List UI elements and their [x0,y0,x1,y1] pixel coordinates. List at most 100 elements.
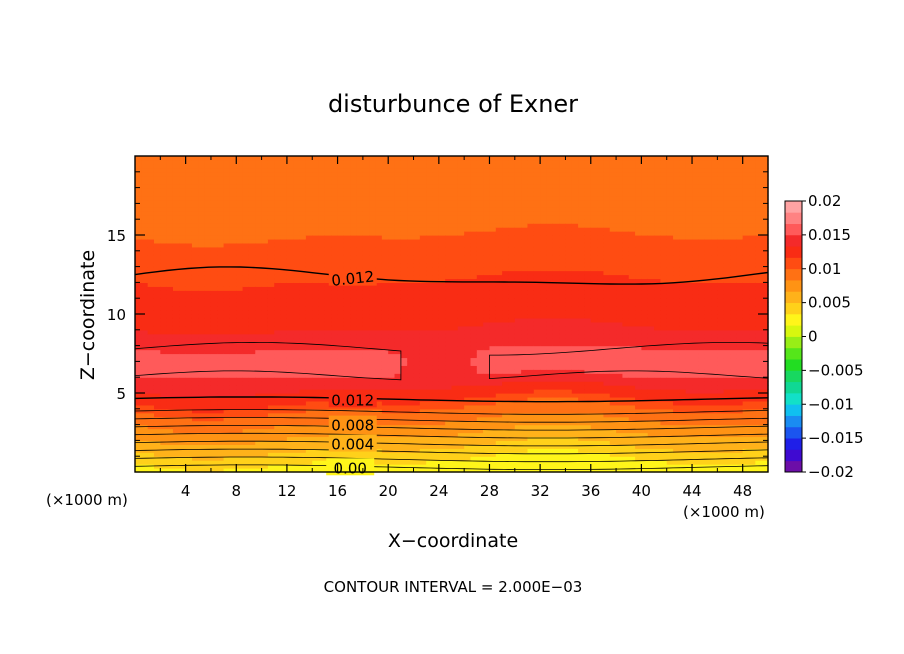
field-cell [495,404,503,410]
field-cell [312,428,320,434]
field-cell [242,468,250,473]
field-cell [508,286,516,291]
field-cell [141,404,149,410]
field-cell [299,266,307,272]
field-cell [229,444,237,449]
field-cell [223,436,231,441]
field-cell [299,242,307,248]
field-cell [210,286,218,291]
field-cell [267,436,275,441]
field-cell [274,242,282,248]
field-cell [166,306,174,311]
field-cell [514,389,522,394]
field-cell [204,436,212,441]
field-cell [432,428,440,434]
field-cell [305,199,313,204]
field-cell [432,199,440,204]
field-cell [400,294,408,299]
field-cell [261,242,269,248]
field-cell [375,171,383,177]
field-cell [375,310,383,315]
field-cell [464,353,472,359]
field-cell [179,389,187,394]
field-cell [432,207,440,212]
field-cell [426,159,434,165]
field-cell [217,199,225,204]
field-cell [141,460,149,465]
field-cell [274,250,282,256]
field-cell [514,294,522,299]
field-cell [343,254,351,260]
field-cell [299,329,307,335]
field-cell [514,262,522,268]
field-cell [172,333,180,339]
field-cell [438,282,446,287]
field-cell [318,227,326,232]
field-cell [191,337,199,343]
field-cell [248,156,256,161]
field-cell [400,219,408,224]
field-cell [299,321,307,327]
field-cell [457,207,465,212]
field-cell [286,321,294,327]
field-cell [312,298,320,303]
field-cell [160,215,168,220]
field-cell [185,440,193,445]
field-cell [457,314,465,319]
field-cell [483,385,491,390]
field-cell [248,444,256,449]
field-cell [483,416,491,422]
field-cell [153,341,161,347]
field-cell [324,416,332,422]
field-cell [210,310,218,315]
field-cell [369,167,377,173]
field-cell [236,357,244,362]
field-cell [483,357,491,362]
field-cell [426,381,434,386]
field-cell [299,231,307,236]
field-cell [255,306,263,311]
field-cell [191,412,199,418]
field-cell [514,175,522,181]
field-cell [229,238,237,244]
field-cell [210,203,218,208]
field-cell [470,215,478,220]
field-cell [293,219,301,224]
field-cell [388,195,396,201]
field-cell [521,254,529,260]
field-cell [432,385,440,390]
field-cell [166,436,174,441]
field-cell [210,341,218,347]
field-cell [223,310,231,315]
field-cell [394,369,402,374]
field-cell [489,215,497,220]
field-cell [141,258,149,264]
field-cell [495,231,503,236]
field-cell [432,167,440,173]
field-cell [242,400,250,406]
field-cell [470,223,478,228]
field-cell [147,199,155,204]
field-cell [514,321,522,327]
field-cell [470,440,478,445]
field-cell [312,314,320,319]
field-cell [261,159,269,165]
field-cell [286,302,294,307]
field-cell [350,262,358,268]
field-cell [331,377,339,382]
field-cell [135,175,142,181]
field-cell [223,175,231,181]
field-cell [451,207,459,212]
field-cell [508,325,516,331]
field-cell [457,329,465,335]
field-cell [381,361,389,366]
field-cell [337,306,345,311]
field-cell [135,460,142,465]
field-cell [280,460,288,465]
field-cell [153,306,161,311]
field-cell [438,337,446,343]
field-cell [381,235,389,240]
field-cell [476,361,484,366]
field-cell [495,424,503,430]
field-cell [445,294,453,299]
